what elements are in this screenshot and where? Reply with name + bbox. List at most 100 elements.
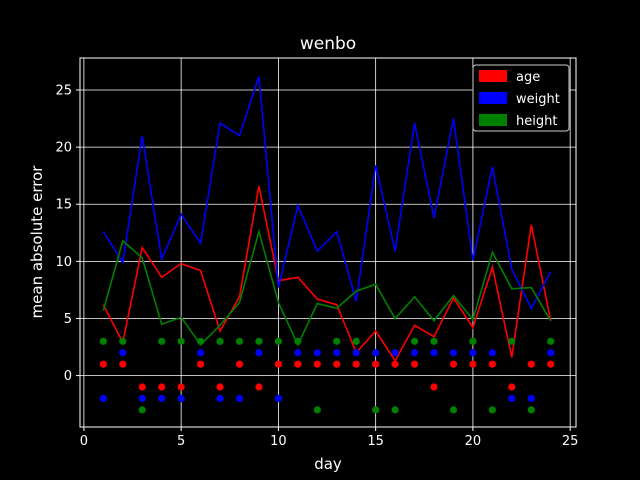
legend-swatch-age: [479, 70, 507, 82]
scatter-point-height: [196, 337, 205, 345]
chart-title: wenbo: [300, 34, 356, 54]
scatter-point-height: [294, 337, 302, 345]
scatter-point-age: [235, 360, 244, 368]
scatter-point-weight: [391, 349, 399, 357]
scatter-point-height: [99, 337, 107, 345]
series-line-height: [102, 228, 552, 347]
scatter-point-height: [449, 406, 458, 414]
y-tick-label: 5: [64, 312, 72, 327]
scatter-point-height: [274, 337, 282, 345]
y-axis-label: mean absolute error: [28, 165, 46, 319]
scatter-point-height: [410, 337, 419, 345]
scatter-point-age: [469, 360, 477, 368]
scatter-point-age: [294, 360, 302, 368]
y-tick-label: 0: [64, 369, 72, 384]
scatter-point-height: [430, 337, 438, 345]
scatter-point-age: [138, 383, 146, 391]
scatter-point-weight: [410, 349, 419, 357]
scatter-point-age: [313, 360, 321, 368]
scatter-point-height: [119, 337, 127, 345]
legend-label-height: height: [516, 114, 557, 129]
x-tick-label: 25: [562, 434, 579, 449]
scatter-point-age: [119, 360, 127, 368]
y-tick-label: 25: [55, 83, 72, 98]
scatter-point-weight: [294, 349, 302, 357]
scatter-point-height: [333, 337, 341, 345]
scatter-point-weight: [449, 349, 458, 357]
scatter-point-age: [99, 360, 107, 368]
scatter-point-weight: [255, 349, 263, 357]
legend-swatch-weight: [479, 92, 507, 104]
scatter-point-height: [508, 337, 516, 345]
scatter-point-height: [138, 406, 146, 414]
scatter-point-age: [177, 383, 185, 391]
scatter-point-weight: [313, 349, 321, 357]
x-axis-label: day: [314, 455, 342, 473]
scatter-point-age: [430, 383, 438, 391]
legend: age weight height: [472, 64, 570, 132]
plot-frame: [79, 57, 577, 428]
scatter-point-height: [313, 406, 321, 414]
scatter-point-weight: [177, 394, 185, 403]
scatter-point-age: [352, 360, 360, 368]
scatter-point-weight: [333, 349, 341, 357]
scatter-point-age: [449, 360, 458, 368]
scatter-point-weight: [527, 394, 535, 403]
y-tick-label: 10: [55, 255, 72, 270]
scatter-point-age: [274, 360, 282, 368]
scatter-point-weight: [216, 394, 224, 403]
series-line-age: [102, 185, 552, 363]
series-age: [99, 185, 555, 391]
x-tick-label: 0: [80, 434, 88, 449]
x-tick-label: 10: [270, 434, 287, 449]
x-tick-label: 15: [367, 434, 384, 449]
scatter-point-weight: [138, 394, 146, 403]
scatter-point-weight: [508, 394, 516, 403]
legend-label-age: age: [516, 70, 540, 85]
scatter-point-height: [391, 406, 399, 414]
scatter-point-age: [333, 360, 341, 368]
y-tick-label: 15: [55, 198, 72, 213]
series-weight: [99, 76, 555, 403]
scatter-point-height: [547, 337, 555, 345]
scatter-point-age: [488, 360, 496, 368]
scatter-point-weight: [119, 349, 127, 357]
scatter-point-age: [391, 360, 399, 368]
scatter-point-height: [177, 337, 185, 345]
scatter-point-age: [216, 383, 224, 391]
x-tick-label: 5: [177, 434, 185, 449]
scatter-point-age: [372, 360, 380, 368]
grid: [80, 58, 576, 427]
scatter-point-weight: [352, 349, 360, 357]
scatter-point-height: [469, 337, 477, 345]
scatter-point-weight: [274, 394, 282, 403]
scatter-point-height: [235, 337, 244, 345]
scatter-point-weight: [430, 349, 438, 357]
axis-ticks: 0 5 10 15 20 25 0 5 10 15 20 25: [55, 83, 578, 449]
scatter-point-age: [547, 360, 555, 368]
scatter-point-height: [527, 406, 535, 414]
scatter-point-age: [255, 383, 263, 391]
scatter-point-weight: [547, 349, 555, 357]
scatter-point-height: [352, 337, 360, 345]
scatter-point-weight: [196, 349, 205, 357]
scatter-point-weight: [99, 394, 107, 403]
series-line-weight: [102, 76, 552, 310]
scatter-point-height: [158, 337, 166, 345]
scatter-point-weight: [235, 394, 244, 403]
scatter-point-age: [508, 383, 516, 391]
plot-series: [99, 76, 555, 414]
y-tick-label: 20: [55, 141, 72, 156]
scatter-point-age: [196, 360, 205, 368]
legend-label-weight: weight: [516, 92, 560, 107]
scatter-point-weight: [158, 394, 166, 403]
scatter-point-height: [488, 406, 496, 414]
series-height: [99, 228, 555, 414]
scatter-point-weight: [372, 349, 380, 357]
scatter-point-weight: [488, 349, 496, 357]
legend-swatch-height: [479, 114, 507, 126]
x-tick-label: 20: [465, 434, 482, 449]
scatter-point-age: [410, 360, 419, 368]
scatter-point-age: [158, 383, 166, 391]
scatter-point-height: [255, 337, 263, 345]
